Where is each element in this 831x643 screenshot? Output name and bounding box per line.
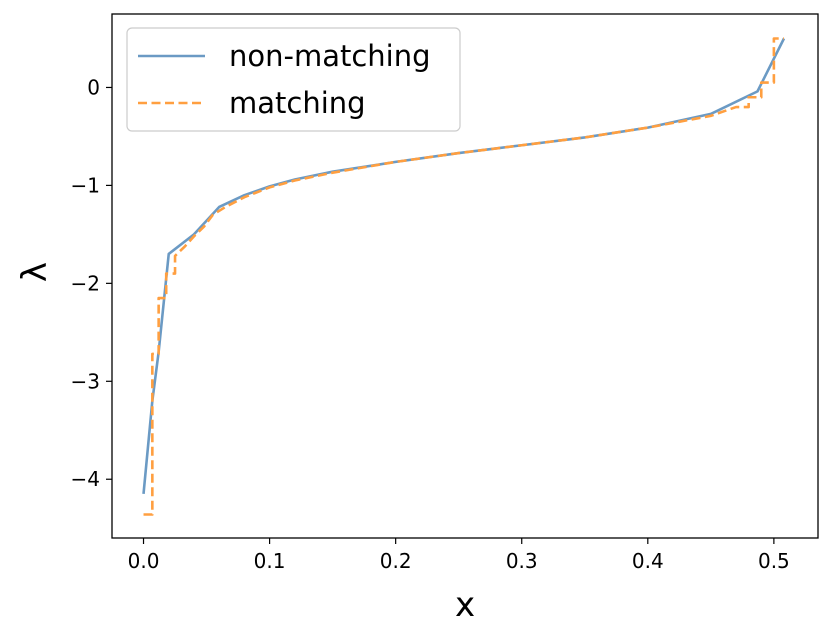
x-tick-label: 0.4: [632, 549, 664, 573]
y-tick-label: −1: [71, 173, 100, 197]
x-tick-label: 0.0: [128, 549, 160, 573]
x-tick-label: 0.3: [506, 549, 538, 573]
x-axis-title: x: [455, 585, 475, 625]
y-tick-label: −2: [71, 271, 100, 295]
series-line-matching: [143, 37, 784, 516]
legend-label-matching: matching: [229, 86, 366, 120]
x-tick-label: 0.2: [380, 549, 412, 573]
y-axis-title: λ: [15, 262, 55, 282]
y-tick-label: 0: [87, 75, 100, 99]
x-tick-label: 0.1: [254, 549, 286, 573]
y-tick-label: −4: [71, 467, 100, 491]
plot-frame: [111, 13, 819, 539]
y-tick-label: −3: [71, 369, 100, 393]
x-tick-label: 0.5: [758, 549, 790, 573]
legend-label-non-matching: non-matching: [229, 39, 431, 73]
legend-box: [126, 27, 461, 132]
legend: non-matching matching: [126, 27, 461, 132]
